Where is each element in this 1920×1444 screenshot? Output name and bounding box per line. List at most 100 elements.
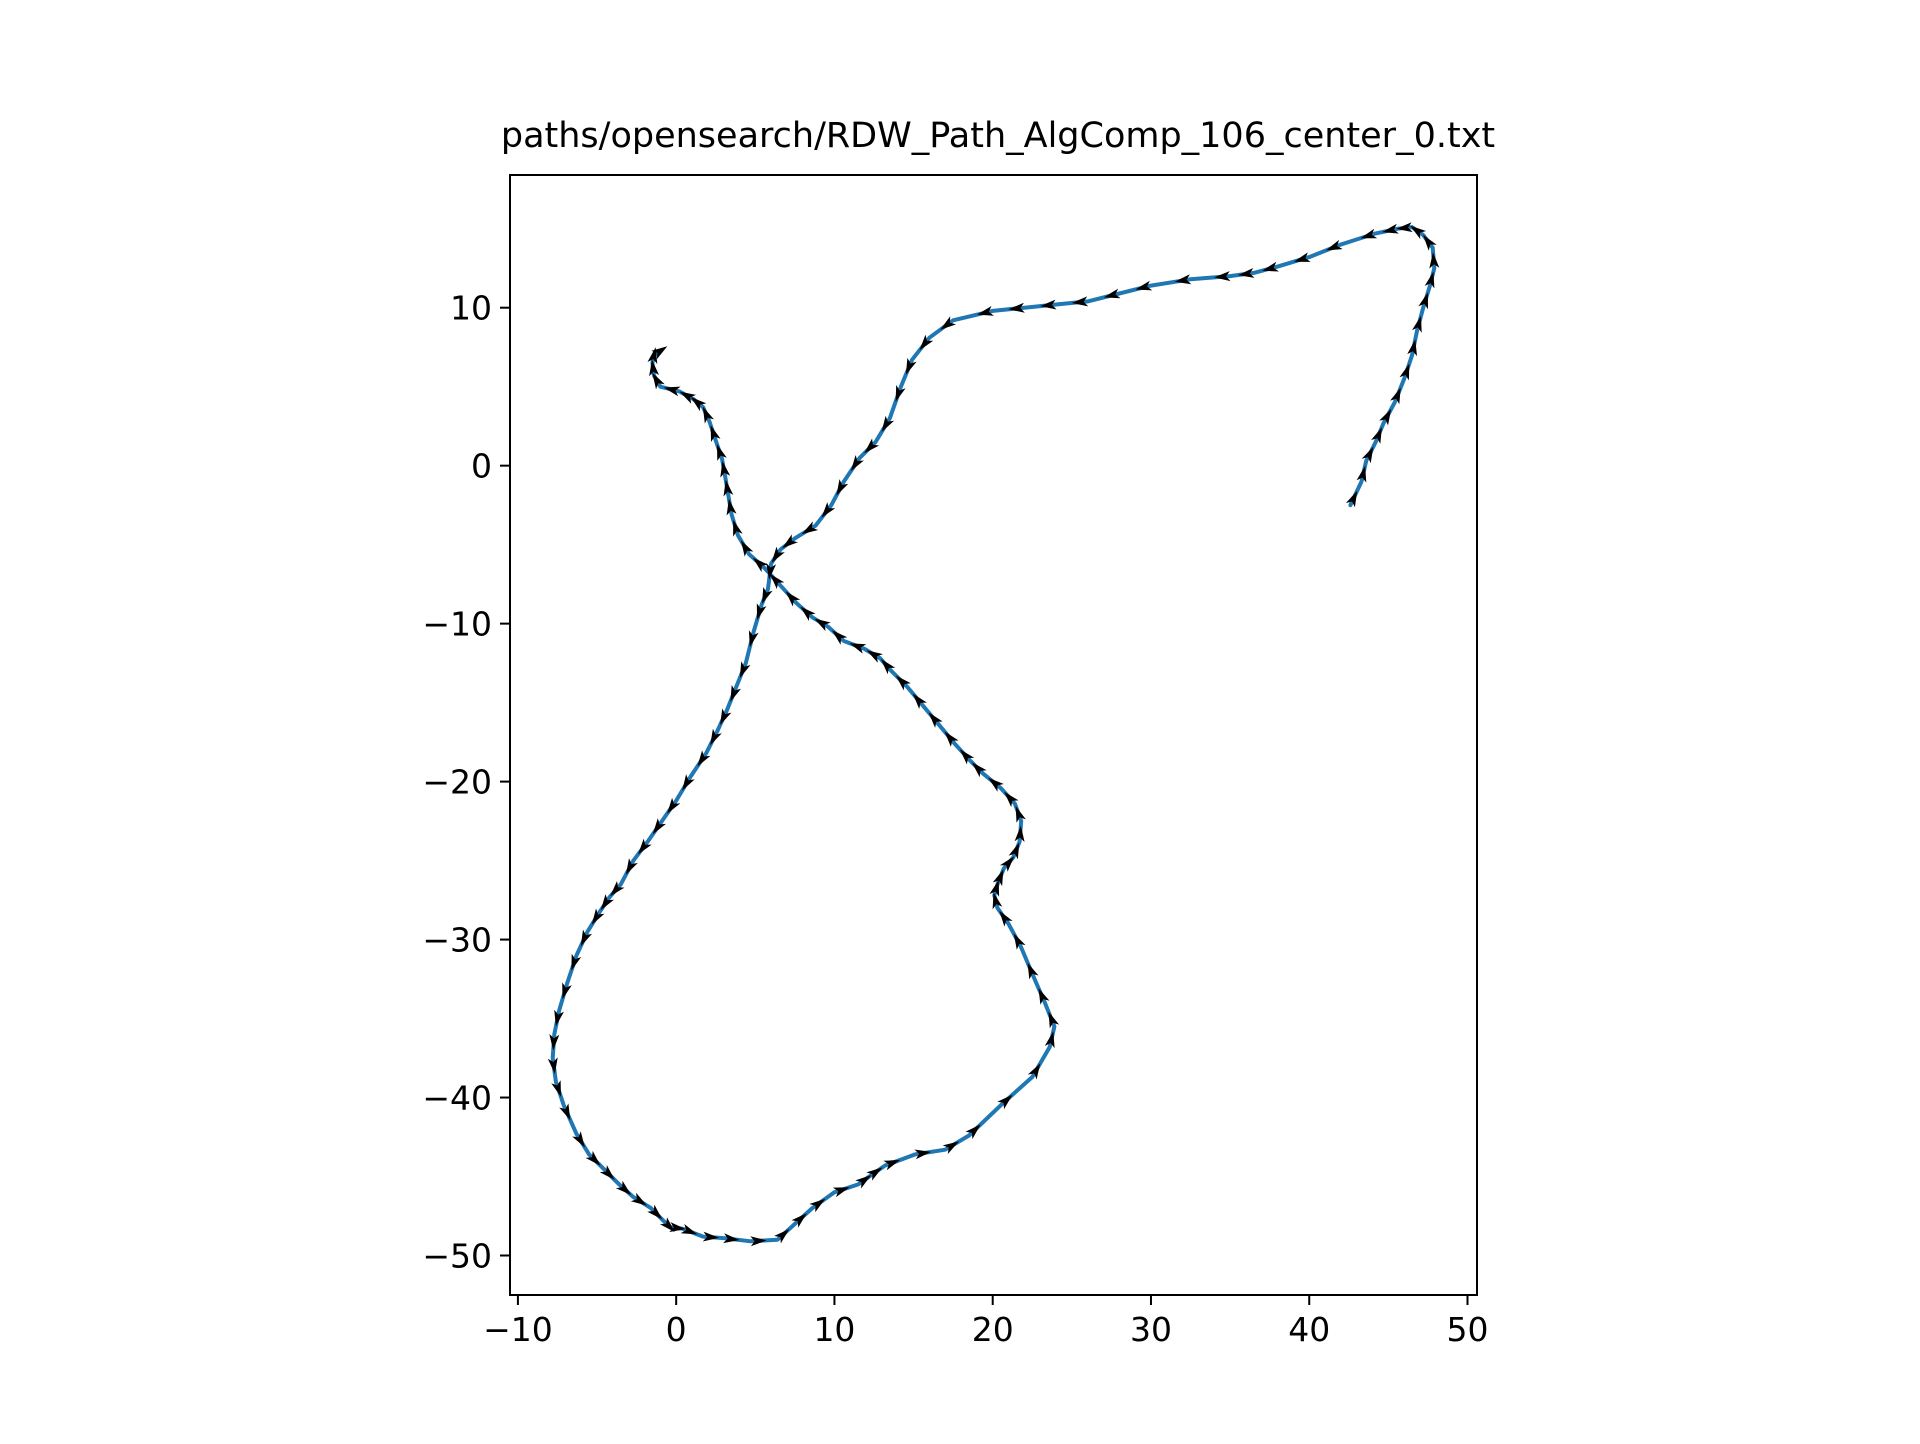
path-line [550,225,1437,1244]
direction-arrow [1048,1011,1060,1029]
direction-arrow [610,881,625,897]
direction-arrow [1014,825,1025,842]
direction-arrow [1423,234,1437,251]
direction-arrow [1361,446,1374,464]
direction-arrow [800,606,816,621]
direction-arrow [652,372,665,390]
direction-arrow [1262,261,1279,272]
direction-arrow [1027,962,1039,980]
direction-arrow [1371,427,1382,444]
direction-arrow [1424,271,1435,289]
direction-arrow [809,1198,826,1213]
direction-arrow [750,1236,767,1247]
direction-arrow [572,1131,585,1148]
direction-arrow [663,386,681,397]
direction-arrow [702,406,714,424]
direction-arrow [992,869,1004,887]
direction-arrow [740,540,754,557]
y-tick-label: 0 [471,447,492,486]
direction-arrow [959,749,975,765]
direction-arrow [1418,292,1428,310]
x-tick-label: 0 [666,1310,687,1349]
direction-arrow [1379,408,1392,426]
direction-arrow [836,479,849,496]
direction-arrow [785,591,801,607]
direction-arrow [1407,339,1417,357]
direction-arrow [630,1192,647,1206]
direction-arrow [880,659,896,675]
direction-arrow [912,693,927,709]
direction-arrow [720,708,732,725]
direction-arrow [1040,299,1057,310]
direction-arrow [651,346,668,360]
direction-arrow [1399,363,1410,381]
direction-arrow [1410,225,1427,240]
direction-arrow [832,1187,850,1198]
direction-arrow [726,498,737,516]
direction-arrow [547,1057,558,1074]
direction-arrow [1345,490,1358,508]
direction-arrow [1360,228,1378,239]
direction-arrow [1008,302,1025,313]
direction-arrow [801,521,819,535]
x-tick-label: 40 [1288,1310,1330,1349]
direction-arrow [1044,1031,1055,1049]
direction-arrow [1000,856,1015,872]
direction-arrow [730,685,741,702]
direction-arrow [1214,271,1231,282]
y-tick-label: −40 [422,1079,492,1118]
direction-arrow [942,1141,959,1154]
direction-arrow [1103,288,1121,299]
x-tick-label: 10 [813,1310,855,1349]
direction-arrow [1356,465,1367,483]
direction-arrow [771,546,785,563]
y-tick-label: 10 [450,289,492,328]
direction-arrow [682,774,695,791]
direction-arrow [690,397,707,412]
chart-title: paths/opensearch/RDW_Path_AlgComp_106_ce… [501,116,1495,156]
direction-arrow [647,1204,663,1220]
direction-arrow [977,306,994,316]
direction-arrow [599,1165,615,1180]
direction-arrow [679,391,696,404]
x-tick-label: −10 [483,1310,553,1349]
direction-arrow [1135,280,1153,291]
direction-arrow [965,1124,981,1140]
direction-arrow [1008,842,1020,860]
direction-arrow [774,1229,790,1244]
direction-arrow [1174,274,1192,285]
direction-arrow [562,982,572,1000]
direction-arrow [551,1080,561,1097]
y-axis: −50 −40 −30 −20 −10 0 10 [422,289,510,1276]
direction-arrow [710,728,722,746]
direction-arrow [638,838,652,855]
direction-arrow [988,777,1004,792]
direction-arrow [649,359,659,377]
direction-arrow [1027,1063,1041,1080]
direction-arrow [905,357,917,375]
plot-area [509,174,1478,1296]
direction-arrow [752,557,769,573]
direction-arrow [782,534,798,549]
direction-arrow [549,1034,560,1051]
direction-arrow [717,444,727,461]
x-tick-label: 30 [1130,1310,1172,1349]
direction-arrow [866,650,883,663]
direction-arrow [766,563,777,580]
direction-arrow [720,461,731,478]
direction-arrow [1326,239,1343,251]
direction-arrow [1396,222,1413,233]
direction-arrow [791,1213,807,1228]
direction-arrow [723,1233,740,1244]
direction-arrow [756,603,767,620]
direction-arrow [660,1217,675,1233]
direction-arrow [814,618,831,632]
direction-arrow [723,479,734,497]
direction-arrow [1004,791,1019,808]
direction-arrow [625,858,638,875]
direction-arrow [1238,268,1255,278]
direction-arrow [1429,252,1440,269]
plot-frame [509,174,1478,1296]
direction-arrow [895,385,906,402]
